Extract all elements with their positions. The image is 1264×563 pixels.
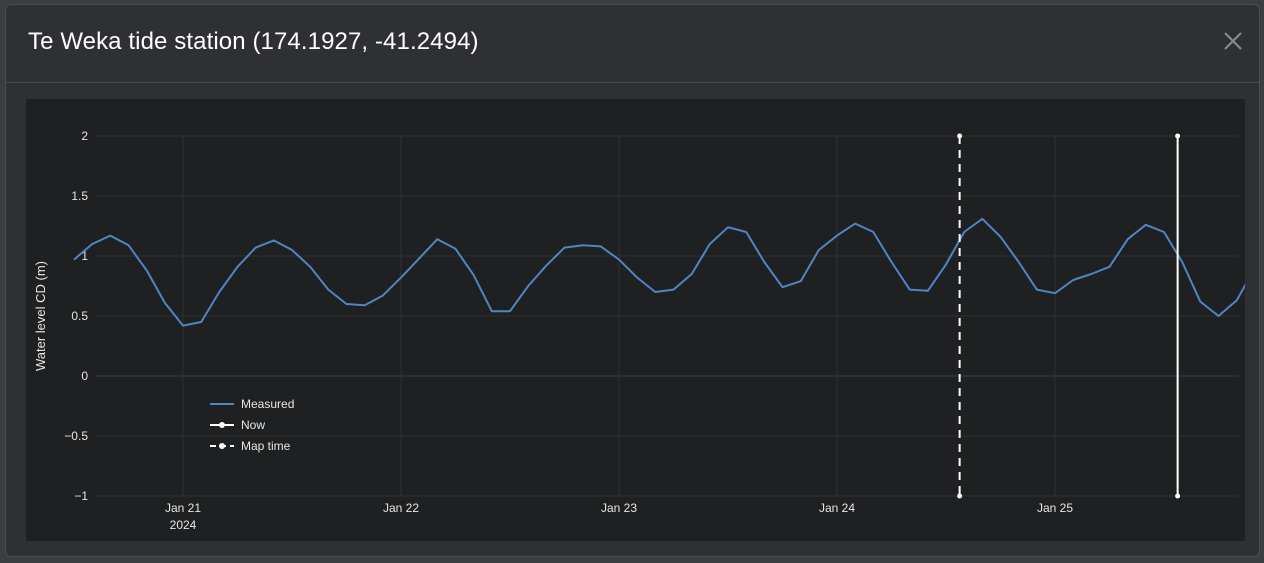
x-tick-label: Jan 25 xyxy=(1037,501,1073,515)
water-level-chart[interactable]: 2 1.5 1 0.5 0 −0.5 −1 Jan 21 2024 Jan 22 Jan 23 Ja… xyxy=(26,99,1264,541)
legend-label: Now xyxy=(241,418,265,432)
x-tick-label: Jan 24 xyxy=(819,501,855,515)
close-icon xyxy=(1224,32,1242,50)
y-tick-label: 1.5 xyxy=(71,189,88,203)
legend-label: Map time xyxy=(241,439,291,453)
x-tick-label: Jan 21 xyxy=(165,501,201,515)
legend-label: Measured xyxy=(241,397,294,411)
legend: Measured Now Map time xyxy=(210,397,294,453)
y-tick-label: 2 xyxy=(81,129,88,143)
chart-panel: 2 1.5 1 0.5 0 −0.5 −1 Jan 21 2024 Jan 22 Jan 23 Ja… xyxy=(26,99,1264,541)
close-button[interactable] xyxy=(1219,27,1247,55)
marker-cap xyxy=(1175,493,1181,499)
x-tick-label: Jan 23 xyxy=(601,501,637,515)
y-tick-label: 1 xyxy=(81,249,88,263)
legend-marker-dot xyxy=(219,422,225,428)
modal-header: Te Weka tide station (174.1927, -41.2494… xyxy=(6,5,1259,83)
marker-cap xyxy=(957,493,963,499)
marker-cap xyxy=(957,133,963,139)
y-tick-label: −1 xyxy=(74,489,88,503)
y-tick-label: −0.5 xyxy=(64,429,88,443)
x-tick-label: Jan 22 xyxy=(383,501,419,515)
x-tick-sublabel: 2024 xyxy=(170,518,197,532)
series-line-measured xyxy=(73,217,1264,327)
y-tick-label: 0.5 xyxy=(71,309,88,323)
marker-cap xyxy=(1175,133,1181,139)
legend-marker-dot xyxy=(219,443,225,449)
y-axis-label: Water level CD (m) xyxy=(33,261,48,371)
tide-station-modal: Te Weka tide station (174.1927, -41.2494… xyxy=(5,4,1264,557)
y-tick-label: 0 xyxy=(81,369,88,383)
modal-title: Te Weka tide station (174.1927, -41.2494… xyxy=(28,28,479,55)
